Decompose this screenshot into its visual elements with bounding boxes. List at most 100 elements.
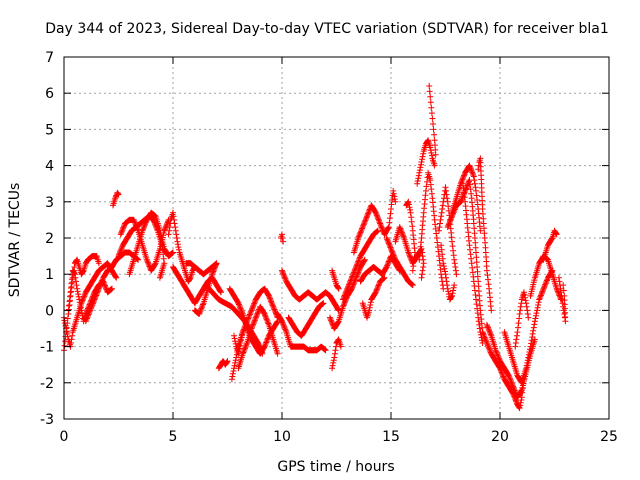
data-point: [449, 238, 455, 245]
data-point: [81, 292, 88, 298]
data-point: [172, 227, 179, 234]
data-point: [428, 149, 435, 156]
data-point: [144, 259, 151, 266]
y-tick-label: -3: [40, 412, 54, 428]
chart-title: Day 344 of 2023, Sidereal Day-to-day VTE…: [45, 21, 608, 37]
data-point: [146, 262, 152, 269]
data-point: [134, 225, 140, 231]
data-point: [385, 240, 392, 247]
data-point: [452, 205, 459, 212]
data-point: [450, 287, 457, 294]
data-point: [419, 271, 426, 278]
data-point: [116, 251, 122, 258]
data-point: [238, 337, 245, 344]
data-point: [409, 267, 416, 274]
data-point: [499, 372, 506, 379]
data-point: [417, 164, 424, 171]
data-point: [279, 319, 286, 326]
data-point: [329, 365, 336, 372]
data-point: [537, 293, 544, 300]
x-tick-label: 20: [491, 429, 509, 445]
data-point: [474, 197, 481, 203]
data-point: [249, 324, 255, 331]
data-point: [281, 274, 288, 281]
data-point: [473, 187, 479, 194]
data-point: [506, 375, 513, 382]
data-point: [471, 180, 478, 187]
data-point: [426, 88, 433, 95]
data-point: [445, 222, 452, 229]
data-point: [451, 256, 458, 263]
data-point: [438, 213, 445, 220]
data-point: [531, 321, 538, 328]
data-point: [327, 316, 334, 322]
data-point: [428, 110, 435, 117]
data-point: [515, 320, 522, 327]
x-tick-label: 25: [600, 429, 618, 445]
data-point: [113, 274, 120, 281]
x-tick-label: 5: [169, 429, 178, 445]
data-point: [388, 247, 395, 254]
data-point: [173, 235, 180, 241]
data-point: [427, 177, 434, 184]
data-point: [267, 295, 273, 302]
data-point: [419, 153, 426, 160]
data-point: [446, 220, 453, 227]
data-point: [485, 342, 491, 349]
data-point: [445, 288, 452, 295]
data-point: [384, 261, 391, 268]
data-point: [264, 319, 271, 326]
data-point: [459, 175, 466, 182]
data-point: [516, 405, 523, 412]
data-point: [389, 249, 396, 256]
data-point: [481, 334, 488, 341]
y-axis-title: SDTVAR / TECUs: [7, 183, 23, 298]
data-point: [118, 246, 125, 253]
data-point: [265, 292, 272, 299]
data-point: [341, 301, 348, 308]
data-point: [477, 227, 484, 234]
data-point: [97, 281, 104, 288]
data-point: [253, 311, 260, 318]
data-point: [72, 274, 79, 281]
data-point: [271, 307, 278, 314]
data-point: [166, 224, 173, 231]
data-point: [441, 265, 448, 272]
data-point: [346, 281, 352, 288]
data-point: [80, 294, 87, 301]
tick-labels: -3 -2 -1 0 1 2 3 4 5 6 7 0 5 10 15 20 25: [40, 50, 618, 445]
data-point: [355, 233, 362, 240]
data-point: [486, 346, 493, 353]
data-point: [385, 224, 392, 231]
data-point: [451, 282, 458, 289]
data-point: [255, 309, 261, 316]
data-point: [231, 332, 237, 339]
data-point: [270, 305, 277, 312]
x-axis-title: GPS time / hours: [277, 459, 394, 475]
data-point: [432, 221, 439, 228]
data-point: [431, 131, 438, 138]
data-point: [535, 302, 542, 308]
data-point: [461, 189, 467, 196]
data-point: [473, 296, 479, 303]
data-point: [429, 115, 436, 122]
data-point: [476, 325, 483, 332]
data-point: [433, 230, 440, 237]
data-point: [365, 210, 372, 217]
data-point: [390, 252, 397, 259]
data-point: [374, 283, 381, 290]
data-point: [243, 342, 249, 349]
data-point: [480, 330, 487, 337]
data-point: [120, 224, 127, 231]
data-point: [428, 104, 435, 111]
data-point: [239, 309, 246, 316]
data-point: [561, 292, 568, 299]
data-point: [453, 271, 460, 278]
data-point: [530, 327, 537, 334]
data-point: [374, 215, 381, 222]
data-point: [347, 278, 354, 285]
data-point: [470, 173, 477, 180]
data-point: [428, 186, 435, 193]
data-point: [426, 83, 433, 89]
data-point: [98, 278, 105, 285]
